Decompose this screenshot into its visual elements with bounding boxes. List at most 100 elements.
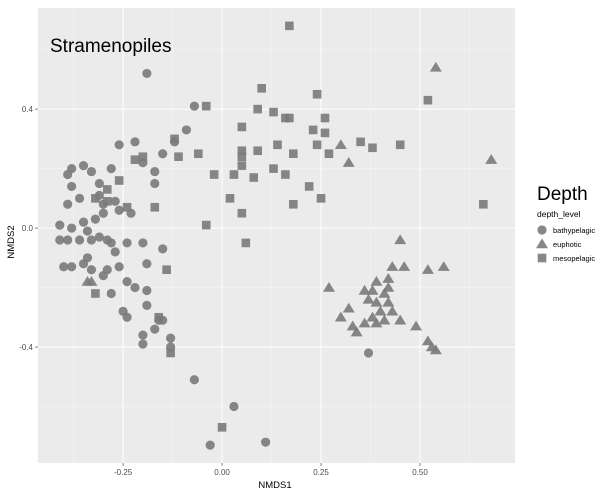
bathypelagic-point [63, 199, 73, 209]
bathypelagic-point [67, 181, 77, 192]
mesopelagic-point [285, 21, 294, 31]
mesopelagic-point [114, 176, 124, 185]
euphotic-point [358, 317, 371, 328]
mesopelagic-point [225, 194, 235, 203]
mesopelagic-point [237, 208, 247, 218]
bathypelagic-point [142, 300, 152, 310]
mesopelagic-point [253, 146, 262, 156]
mesopelagic-point [304, 182, 314, 191]
bathypelagic-point [181, 125, 192, 135]
mesopelagic-point [253, 104, 262, 114]
bathypelagic-point [205, 440, 215, 450]
bathypelagic-point [130, 282, 140, 293]
euphotic-point [350, 326, 363, 337]
mesopelagic-point [320, 128, 330, 138]
euphotic-point [322, 281, 335, 292]
bathypelagic-point [59, 262, 69, 272]
bathypelagic-point [110, 247, 120, 257]
bathypelagic-point [122, 312, 132, 322]
bathypelagic-point [106, 288, 116, 299]
bathypelagic-point [150, 324, 160, 334]
y-tick-label: 0.4 [22, 105, 34, 114]
legend-keys: bathypelagic euphotic mesopelagic [536, 225, 595, 263]
mesopelagic-point [281, 170, 290, 179]
euphotic-point [485, 154, 498, 164]
mesopelagic-point [273, 140, 282, 150]
mesopelagic-point [356, 137, 365, 147]
mesopelagic-point [312, 140, 322, 150]
bathypelagic-point [110, 196, 120, 206]
bathypelagic-point [142, 68, 152, 79]
euphotic-point [378, 314, 391, 325]
y-tick-label: -0.4 [19, 343, 33, 352]
euphotic-point [382, 296, 395, 307]
mesopelagic-point [237, 152, 247, 161]
mesopelagic-point [289, 149, 298, 159]
mesopelagic-point [174, 152, 183, 161]
bathypelagic-point [150, 178, 160, 189]
bathypelagic-point [150, 166, 160, 177]
euphotic-point [362, 293, 375, 304]
legend: Depth depth_level bathypelagic euphotic me… [536, 184, 595, 263]
mesopelagic-point [194, 149, 203, 159]
mesopelagic-point [241, 238, 251, 248]
euphotic-point [81, 275, 94, 286]
mesopelagic-point [308, 125, 318, 135]
bathypelagic-point [130, 137, 140, 147]
euphotic-point [421, 335, 434, 346]
euphotic-point [358, 284, 371, 295]
bathypelagic-point [229, 401, 239, 412]
legend-label-bathypelagic: bathypelagic [553, 226, 595, 235]
y-tick-label: 0.0 [22, 224, 34, 233]
euphotic-point [437, 261, 450, 271]
euphotic-point [366, 284, 379, 295]
euphotic-point [334, 311, 347, 322]
mesopelagic-point [269, 107, 278, 117]
bathypelagic-point [142, 285, 152, 296]
mesopelagic-point [368, 143, 377, 153]
legend-key-euphotic [536, 238, 548, 249]
y-axis-ticks: -0.4 0.0 0.4 [19, 105, 38, 352]
x-axis-title: NMDS1 [258, 480, 291, 491]
mesopelagic-point [229, 170, 239, 179]
bathypelagic-point [63, 235, 73, 245]
bathypelagic-point [82, 253, 93, 263]
bathypelagic-point [74, 193, 85, 203]
euphotic-point [382, 273, 395, 283]
legend-label-mesopelagic: mesopelagic [553, 254, 595, 263]
euphotic-point [429, 61, 442, 72]
bathypelagic-point [106, 163, 116, 174]
euphotic-point [346, 320, 359, 331]
bathypelagic-point [74, 235, 85, 245]
legend-label-euphotic: euphotic [553, 240, 582, 249]
mesopelagic-point [166, 348, 175, 358]
bathypelagic-point [67, 223, 77, 233]
euphotic-point [334, 139, 347, 149]
mesopelagic-point [312, 89, 322, 99]
bathypelagic-point [138, 330, 148, 340]
euphotic-point [386, 305, 399, 316]
euphotic-point [378, 287, 391, 298]
bathypelagic-point [78, 161, 89, 171]
euphotic-point [370, 275, 383, 286]
bathypelagic-point [189, 375, 199, 385]
bathypelagic-point [363, 348, 374, 358]
bathypelagic-point [78, 217, 89, 227]
bathypelagic-point [55, 235, 65, 245]
mesopelagic-point [237, 146, 247, 156]
legend-key-mesopelagic [537, 253, 547, 263]
legend-key-bathypelagic [537, 225, 547, 235]
mesopelagic-point [138, 152, 148, 161]
bathypelagic-point [102, 265, 112, 275]
plot-panel [38, 8, 515, 463]
euphotic-point [374, 305, 387, 316]
mesopelagic-point [257, 83, 266, 93]
bathypelagic-point [158, 244, 168, 254]
bathypelagic-point [94, 232, 104, 242]
mesopelagic-point [316, 194, 326, 203]
mesopelagic-point [122, 202, 132, 212]
euphotic-point [370, 317, 383, 328]
euphotic-point [342, 157, 355, 167]
mesopelagic-point [201, 220, 211, 230]
